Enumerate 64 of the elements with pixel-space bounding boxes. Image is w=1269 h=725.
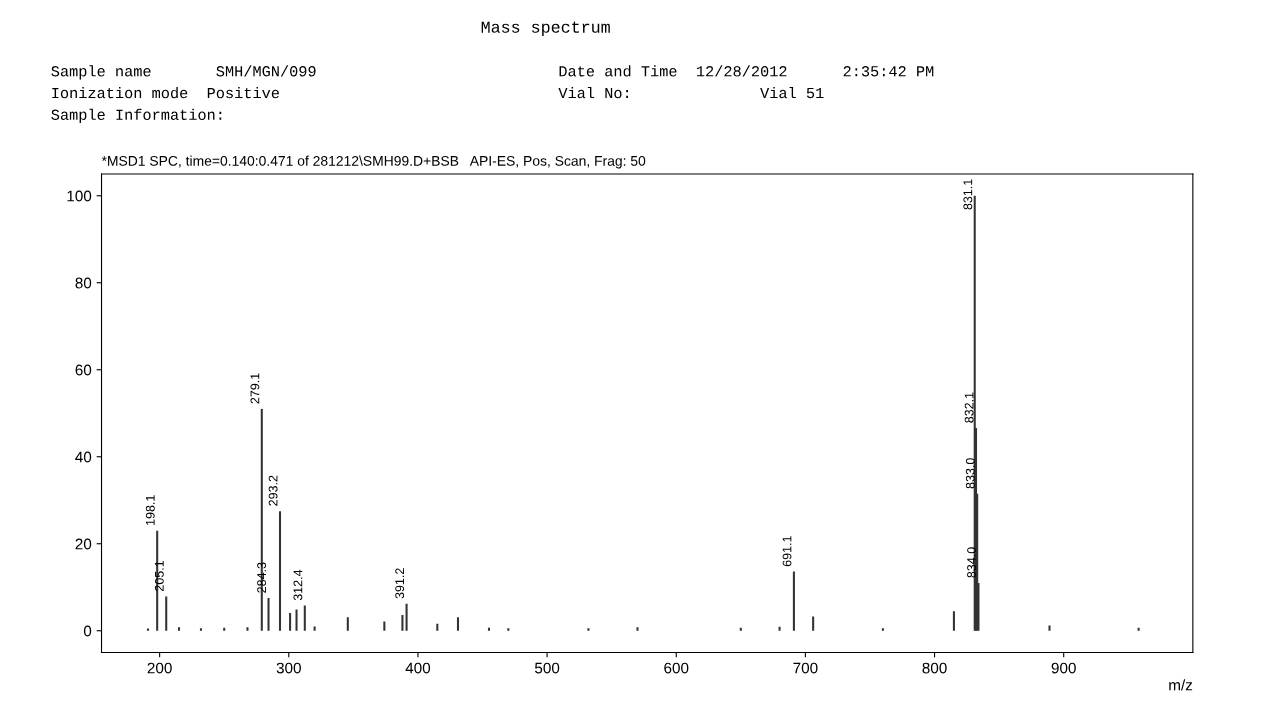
bar — [1048, 625, 1051, 631]
x-tick-label: 900 — [1051, 662, 1076, 674]
y-tick-label: 20 — [75, 538, 92, 550]
bar — [952, 611, 955, 631]
x-tick-label: 500 — [534, 662, 560, 674]
x-tick-label: 200 — [147, 662, 172, 674]
bar — [165, 596, 168, 631]
bar — [636, 627, 639, 631]
bar — [456, 617, 460, 631]
bar — [177, 627, 181, 631]
x-tick-label: 600 — [664, 662, 689, 674]
x-tick-label: 300 — [276, 662, 301, 674]
bar — [401, 615, 404, 631]
bar — [295, 609, 298, 631]
bar — [881, 628, 884, 631]
bar — [313, 626, 316, 631]
bar — [303, 605, 306, 631]
y-tick-label: 80 — [75, 277, 92, 289]
annotation: 293.2 — [268, 475, 278, 506]
annotation: 312.4 — [293, 569, 303, 601]
bar — [246, 627, 249, 631]
bar — [289, 612, 292, 631]
x-tick-label: 700 — [793, 662, 818, 674]
bar — [346, 617, 349, 631]
y-tick-label: 100 — [67, 190, 92, 202]
chart-title: *MSD1 SPC, time=0.140:0.471 of 281212\SMH99.D+BSB API-ES, Pos, Scan, Frag: 50 — [101, 155, 646, 169]
annotation: 284.3 — [257, 562, 267, 593]
text: Sample Information: — [51, 108, 222, 123]
bar — [146, 628, 150, 631]
bar — [507, 628, 510, 631]
bar — [436, 623, 439, 631]
annotation: 691.1 — [782, 536, 792, 567]
bar — [487, 627, 491, 631]
text: Date and Time 12/28/2012 2:35:42 PM — [559, 65, 934, 77]
bar — [587, 628, 590, 631]
bar — [405, 603, 408, 631]
x-tick-label: 400 — [405, 662, 431, 674]
bar — [267, 598, 270, 631]
y-tick-label: 60 — [75, 364, 92, 376]
bar — [199, 628, 202, 631]
annotation: 391.2 — [395, 568, 405, 599]
bar — [812, 616, 815, 631]
text: Sample name SMH/MGN/099 — [51, 65, 316, 80]
bar — [792, 571, 795, 631]
annotation: 198.1 — [145, 495, 155, 525]
bar — [1137, 627, 1140, 631]
text: Vial No: Vial 51 — [558, 87, 824, 99]
annotation: 205.1 — [154, 560, 164, 591]
x-tick-label: 800 — [922, 662, 947, 674]
bar — [739, 627, 742, 631]
annotation: 833.0 — [965, 458, 975, 489]
annotation: 279.1 — [250, 373, 260, 404]
y-tick-label: 0 — [83, 625, 92, 637]
bar — [223, 627, 226, 631]
bar — [278, 511, 282, 631]
annotation: 832.1 — [964, 392, 974, 423]
bar — [778, 626, 781, 631]
text: Ionization mode Positive — [52, 87, 279, 99]
bar — [383, 621, 386, 631]
y-tick-label: 40 — [75, 451, 92, 463]
x-axis-title: m/z — [1169, 679, 1193, 691]
annotation: 834.0 — [967, 547, 976, 578]
annotation: 831.1 — [963, 179, 973, 210]
chart-subtitle: Mass spectrum — [481, 21, 610, 37]
